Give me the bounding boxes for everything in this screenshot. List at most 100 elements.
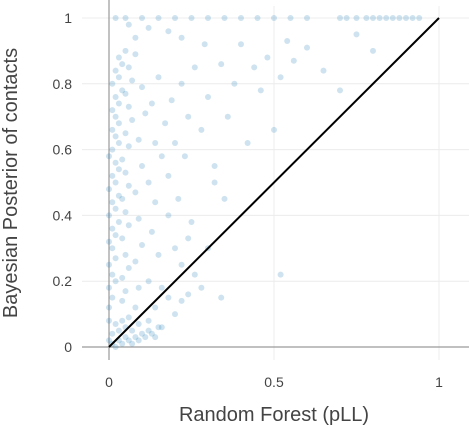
data-point <box>370 15 376 21</box>
data-point <box>162 120 169 127</box>
data-point <box>188 15 195 21</box>
data-point <box>172 140 178 146</box>
data-point <box>337 87 343 94</box>
data-point <box>244 140 251 146</box>
data-point <box>238 15 244 21</box>
data-point <box>109 107 116 114</box>
data-point <box>165 212 172 219</box>
data-point <box>109 199 116 206</box>
data-point <box>125 182 132 189</box>
data-point <box>132 258 139 265</box>
data-point <box>271 126 277 133</box>
data-point <box>115 54 122 61</box>
data-point <box>106 337 112 344</box>
y-tick-label: 0.4 <box>53 207 73 223</box>
axes <box>82 0 469 360</box>
data-point <box>122 334 129 341</box>
data-point <box>129 77 136 84</box>
data-point <box>109 245 116 252</box>
data-point <box>198 126 205 133</box>
data-point <box>106 212 112 219</box>
data-point <box>132 304 139 311</box>
data-point <box>115 74 122 81</box>
x-tick-label: 0.5 <box>264 374 284 390</box>
data-point <box>155 15 162 21</box>
data-point <box>122 209 129 216</box>
x-axis-title: Random Forest (pLL) <box>179 404 369 426</box>
data-point <box>277 74 284 81</box>
data-point <box>145 278 152 285</box>
data-point <box>115 140 122 146</box>
data-point <box>145 24 152 31</box>
data-point <box>201 41 208 48</box>
data-point <box>224 113 231 120</box>
data-point <box>205 15 211 21</box>
data-point <box>135 337 142 344</box>
data-point <box>125 64 132 71</box>
data-point <box>115 166 122 173</box>
data-point <box>125 222 132 229</box>
data-point <box>115 327 122 334</box>
data-point <box>115 100 122 107</box>
data-point <box>112 113 119 120</box>
data-point <box>145 179 152 186</box>
data-point <box>238 41 244 48</box>
data-point <box>172 245 178 252</box>
data-point <box>191 64 198 71</box>
data-point <box>112 133 119 140</box>
data-point <box>181 153 188 160</box>
data-point <box>106 284 112 291</box>
data-point <box>109 146 116 153</box>
data-point <box>178 297 185 304</box>
data-point <box>112 278 119 285</box>
y-tick-label: 0.8 <box>53 76 73 92</box>
x-tick-label: 0 <box>105 374 113 390</box>
data-point <box>132 51 139 58</box>
data-point <box>175 195 182 202</box>
data-point <box>152 140 159 146</box>
data-point <box>337 15 343 21</box>
data-point <box>135 215 142 222</box>
data-point <box>112 67 119 74</box>
data-point <box>142 110 149 117</box>
data-point <box>125 314 132 321</box>
data-point <box>403 15 409 21</box>
data-point <box>185 235 192 242</box>
data-point <box>115 120 122 127</box>
data-point <box>185 291 192 298</box>
y-axis-title: Bayesian Posterior of contacts <box>0 48 22 318</box>
data-point <box>106 317 112 324</box>
data-point <box>139 330 145 337</box>
data-point <box>271 15 277 21</box>
data-point <box>112 344 119 350</box>
data-point <box>172 15 178 21</box>
data-point <box>152 334 159 341</box>
data-point <box>152 304 159 311</box>
data-point <box>122 169 129 176</box>
data-point <box>132 34 139 41</box>
data-point <box>211 179 218 186</box>
data-point <box>409 15 416 21</box>
y-tick-label: 1 <box>64 10 72 26</box>
data-point <box>191 271 198 278</box>
data-point <box>112 159 119 166</box>
data-point <box>251 64 258 71</box>
data-point <box>165 294 172 301</box>
data-point <box>145 327 152 334</box>
data-point <box>218 61 225 68</box>
data-point <box>106 238 112 245</box>
data-point <box>122 288 129 295</box>
data-point <box>172 311 178 318</box>
data-point <box>142 334 149 341</box>
data-point <box>135 321 142 327</box>
x-tick-labels: 0 0.5 1 <box>105 374 443 390</box>
data-point <box>115 219 122 225</box>
data-point <box>376 15 383 21</box>
data-point <box>389 15 396 21</box>
data-point <box>231 80 238 87</box>
y-tick-labels: 0 0.2 0.4 0.6 0.8 1 <box>53 10 73 355</box>
data-point <box>287 15 294 21</box>
data-point <box>218 294 225 301</box>
data-point <box>106 261 112 268</box>
